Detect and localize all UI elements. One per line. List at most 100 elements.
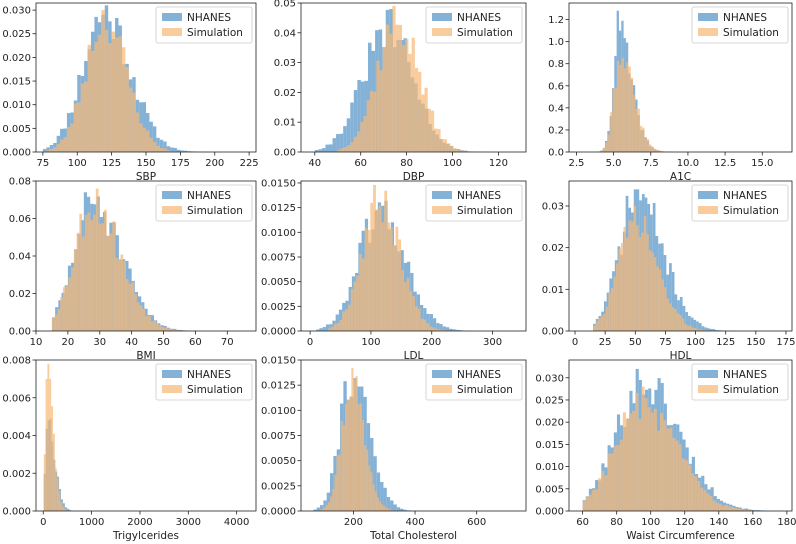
histogram-bar — [644, 398, 648, 511]
histogram-bar — [697, 480, 701, 511]
histogram-bar — [332, 489, 335, 511]
x-tick-label: 70 — [221, 337, 234, 348]
histogram-bar — [183, 150, 188, 152]
series-simulation — [598, 58, 682, 152]
histogram-bar — [712, 329, 716, 331]
histogram-bar — [145, 315, 148, 331]
histogram-bar — [142, 102, 146, 152]
y-tick-label: 0.02 — [542, 243, 564, 254]
histogram-bar — [321, 148, 326, 152]
x-tick-label: 2000 — [127, 517, 152, 528]
histogram-bar — [626, 62, 629, 152]
histogram-bar — [351, 368, 354, 511]
y-tick-label: 0.03 — [274, 58, 296, 69]
legend-swatch-simulation — [432, 385, 452, 393]
histogram-bar — [414, 67, 419, 152]
histogram-bar — [585, 496, 589, 511]
histogram-bar — [638, 236, 642, 331]
histogram-bar — [330, 473, 334, 511]
histogram-bar — [340, 147, 345, 152]
histogram-bar — [703, 490, 707, 511]
legend-label-nhanes: NHANES — [187, 369, 231, 381]
histogram-bar — [62, 287, 66, 331]
histogram-bar — [678, 444, 682, 511]
y-tick-label: 0.004 — [2, 431, 31, 442]
x-tick-label: 60 — [354, 158, 367, 169]
histogram-bar — [709, 328, 713, 331]
legend-swatch-simulation — [162, 206, 182, 214]
histogram-bar — [458, 330, 463, 331]
histogram-bar — [65, 285, 69, 331]
histogram-bar — [368, 42, 372, 152]
histogram-bar — [109, 233, 113, 331]
histogram-bar — [623, 68, 627, 152]
series-simulation — [337, 5, 496, 153]
histogram-bar — [382, 46, 386, 152]
y-tick-label: 0.020 — [535, 418, 564, 429]
histogram-bar — [345, 309, 348, 331]
histogram-bar — [353, 136, 358, 152]
histogram-bar — [432, 318, 437, 331]
histogram-bar — [439, 324, 443, 331]
histogram-bar — [68, 509, 71, 511]
histogram-bar — [180, 150, 184, 152]
histogram-bar — [115, 37, 119, 152]
legend: NHANES Simulation — [425, 6, 523, 44]
histogram-bar — [156, 145, 160, 152]
histogram-bar — [442, 326, 446, 331]
legend-swatch-simulation — [162, 385, 182, 393]
histogram-bar — [409, 290, 413, 331]
histogram-bar — [706, 493, 710, 511]
x-tick-label: 150 — [746, 337, 765, 348]
histogram-bar — [359, 254, 362, 331]
x-tick-label: 75 — [37, 158, 50, 169]
histogram-bar — [108, 43, 112, 152]
legend-label-simulation: Simulation — [457, 205, 513, 217]
x-axis-label: DBP — [403, 171, 425, 183]
histogram-bar — [651, 146, 654, 152]
histogram-bar — [367, 230, 371, 331]
histogram-bar — [335, 314, 339, 331]
histogram-bar — [134, 294, 137, 331]
histogram-bar — [718, 503, 722, 511]
legend-label-nhanes: NHANES — [723, 190, 767, 202]
y-tick-label: 1.2 — [548, 15, 564, 26]
histogram-bar — [598, 478, 602, 511]
histogram-bar — [449, 328, 453, 331]
series-simulation — [43, 363, 76, 511]
histogram-bar — [628, 66, 631, 152]
y-tick-label: 0.015 — [535, 440, 564, 451]
histogram-bar — [682, 305, 686, 331]
histogram-bar — [424, 87, 428, 152]
histogram-bar — [375, 209, 379, 331]
x-tick-label: 225 — [240, 158, 259, 169]
histogram-bar — [336, 322, 340, 331]
histogram-bar — [373, 456, 377, 511]
histogram-bar — [357, 131, 361, 152]
histogram-bar — [663, 420, 667, 511]
x-tick-label: 2.5 — [568, 158, 584, 169]
histogram-bar — [400, 508, 404, 511]
histogram-bar — [436, 323, 440, 331]
histogram-bar — [443, 330, 446, 331]
histogram-bar — [653, 148, 656, 152]
histogram-bar — [757, 510, 761, 511]
histogram-bar — [123, 261, 126, 331]
histogram-bar — [175, 330, 179, 331]
x-tick-label: 160 — [743, 517, 762, 528]
histogram-bar — [731, 507, 735, 511]
histogram-bar — [323, 500, 327, 511]
histogram-bar — [626, 237, 629, 331]
legend-label-nhanes: NHANES — [723, 369, 767, 381]
histogram-bar — [661, 279, 664, 331]
histogram-bar — [671, 307, 675, 331]
histogram-bar — [156, 137, 160, 152]
y-tick-label: 1.0 — [548, 37, 564, 48]
y-tick-label: 0.0100 — [261, 228, 296, 239]
histogram-bar — [420, 318, 424, 331]
histogram-bar — [325, 324, 330, 331]
histogram-bar — [744, 508, 749, 511]
histogram-bar — [84, 214, 88, 331]
histogram-bar — [408, 53, 412, 152]
